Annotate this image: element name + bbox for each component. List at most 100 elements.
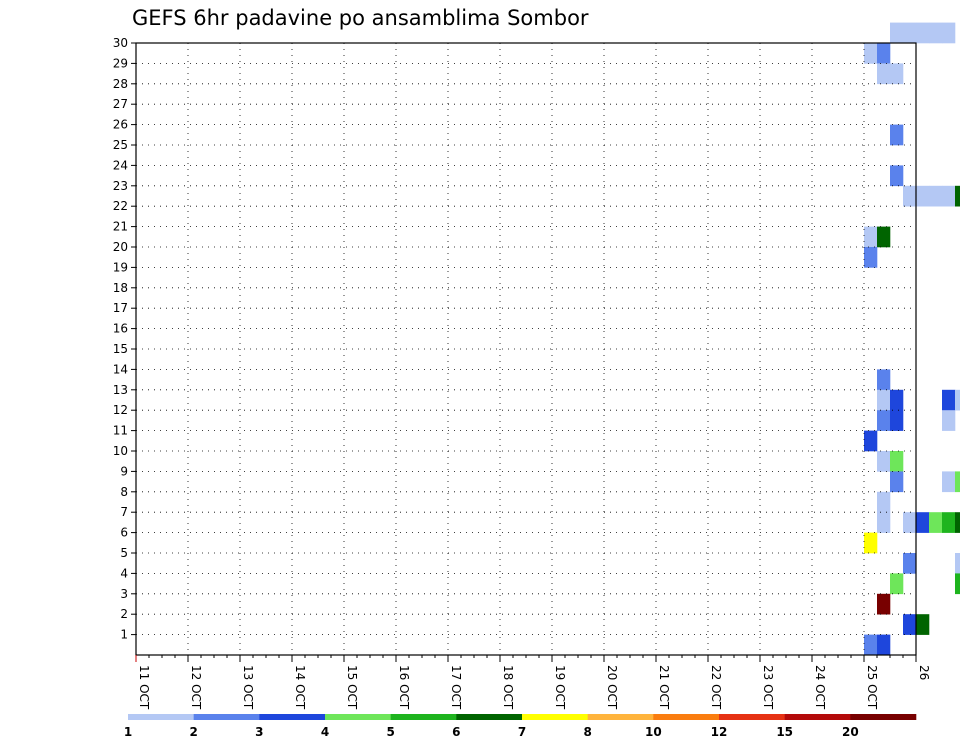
colorbar-segment	[522, 714, 588, 720]
y-tick-label: 30	[113, 36, 128, 50]
heatmap-cell	[955, 185, 960, 207]
colorbar-segment	[390, 714, 457, 720]
heatmap-cell	[903, 553, 917, 574]
y-tick-label: 6	[120, 526, 128, 540]
heatmap-cell	[890, 165, 904, 187]
y-tick-label: 19	[113, 260, 128, 274]
y-tick-label: 7	[120, 505, 128, 519]
heatmap-cell	[877, 491, 891, 513]
x-axis: 11 OCT 12 OCT 13 OCT 14 OCT 15 OCT 16 OCT 17 O…	[135, 655, 931, 710]
heatmap-cell	[903, 512, 917, 533]
colorbar-label: 2	[189, 725, 197, 739]
heatmap-cell	[890, 63, 904, 85]
chart-title: GEFS 6hr padavine po ansamblima Sombor	[132, 6, 589, 30]
heatmap-cell	[942, 389, 956, 411]
colorbar-segment	[850, 714, 917, 720]
x-tick-label: 18 OCT	[501, 665, 515, 710]
colorbar-label: 7	[518, 725, 526, 739]
heatmap-cell	[864, 430, 878, 452]
y-tick-label: 24	[113, 158, 128, 172]
y-tick-label: 28	[113, 77, 128, 91]
colorbar-label: 5	[386, 725, 394, 739]
heatmap-cell	[890, 471, 904, 493]
heatmap-cell	[890, 410, 904, 431]
y-tick-label: 3	[120, 587, 128, 601]
heatmap-cell	[864, 247, 878, 268]
heatmap-cell	[929, 22, 943, 44]
heatmap-cell	[877, 389, 891, 411]
heatmap-cell	[942, 410, 956, 431]
x-tick-label: 11 OCT	[137, 665, 151, 710]
heatmap-cell	[890, 389, 904, 411]
heatmap-cell	[864, 634, 878, 656]
y-tick-label: 27	[113, 97, 128, 111]
heatmap-cell	[890, 124, 904, 146]
heatmap-cell	[955, 553, 960, 574]
x-tick-label: 24 OCT	[813, 665, 827, 710]
heatmap-cell	[916, 614, 930, 635]
heatmap-cell	[877, 63, 891, 85]
y-tick-label: 11	[113, 424, 128, 438]
colorbar: 1 2 3 4 5 6 7 8 10 12 15 20	[124, 714, 917, 739]
x-tick-label: 16 OCT	[397, 665, 411, 710]
heatmap-cell	[955, 389, 960, 411]
x-tick-label: 14 OCT	[293, 665, 307, 710]
x-tick-label: 15 OCT	[345, 665, 359, 710]
y-tick-label: 20	[113, 240, 128, 254]
heatmap-cell	[877, 43, 891, 64]
colorbar-label: 8	[583, 725, 591, 739]
y-tick-label: 17	[113, 301, 128, 315]
heatmap-cell	[955, 573, 960, 595]
y-tick-label: 18	[113, 281, 128, 295]
y-tick-label: 10	[113, 444, 128, 458]
y-tick-label: 5	[120, 546, 128, 560]
heatmap-cell	[942, 22, 956, 44]
y-tick-label: 21	[113, 220, 128, 234]
colorbar-segment	[128, 714, 194, 720]
heatmap-cell	[916, 512, 930, 533]
y-tick-label: 4	[120, 566, 128, 580]
heatmap-cell	[877, 634, 891, 656]
y-tick-label: 25	[113, 138, 128, 152]
heatmap-cell	[890, 573, 904, 595]
x-tick-label: 26	[917, 665, 931, 680]
heatmap-cell	[929, 185, 943, 207]
heatmap-cell	[942, 512, 956, 533]
colorbar-label: 15	[776, 725, 793, 739]
y-tick-label: 14	[113, 362, 128, 376]
heatmap-cell	[877, 369, 891, 391]
colorbar-label: 6	[452, 725, 460, 739]
x-tick-label: 21 OCT	[657, 665, 671, 710]
heatmap-cell	[903, 614, 917, 635]
y-tick-label: 22	[113, 199, 128, 213]
x-tick-label: 23 OCT	[761, 665, 775, 710]
colorbar-segment	[456, 714, 523, 720]
heatmap-cell	[864, 532, 878, 554]
colorbar-segment	[193, 714, 260, 720]
y-tick-label: 15	[113, 342, 128, 356]
heatmap-cell	[942, 185, 956, 207]
heatmap-cell	[929, 512, 943, 533]
heatmap-cell	[877, 451, 891, 472]
y-tick-label: 9	[120, 464, 128, 478]
colorbar-label: 12	[711, 725, 728, 739]
colorbar-label: 4	[321, 725, 329, 739]
heatmap-cell	[916, 185, 930, 207]
colorbar-label: 20	[842, 725, 859, 739]
x-tick-label: 22 OCT	[709, 665, 723, 710]
x-tick-label: 13 OCT	[241, 665, 255, 710]
colorbar-label: 1	[124, 725, 132, 739]
heatmap-cell	[877, 410, 891, 431]
x-tick-label: 19 OCT	[553, 665, 567, 710]
colorbar-segment	[653, 714, 720, 720]
colorbar-segment	[719, 714, 785, 720]
heatmap-cell	[903, 22, 917, 44]
heatmap-cell	[903, 185, 917, 207]
heatmap-cell	[877, 226, 891, 248]
y-tick-label: 13	[113, 383, 128, 397]
colorbar-segment	[325, 714, 391, 720]
y-tick-label: 26	[113, 118, 128, 132]
colorbar-label: 3	[255, 725, 263, 739]
y-tick-label: 12	[113, 403, 128, 417]
